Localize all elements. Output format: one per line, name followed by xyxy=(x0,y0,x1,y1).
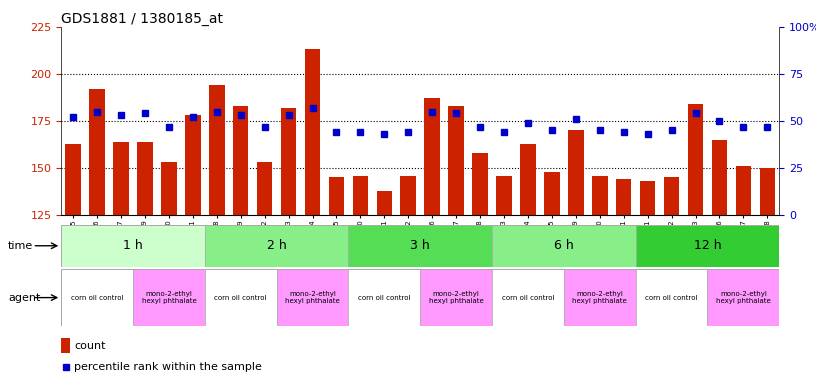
Bar xyxy=(376,190,392,215)
Bar xyxy=(65,144,81,215)
Text: GDS1881 / 1380185_at: GDS1881 / 1380185_at xyxy=(61,12,224,26)
Bar xyxy=(760,168,775,215)
Bar xyxy=(233,106,249,215)
Bar xyxy=(277,269,348,326)
Bar xyxy=(113,142,129,215)
Bar xyxy=(205,225,348,267)
Bar xyxy=(61,225,205,267)
Text: corn oil control: corn oil control xyxy=(71,295,123,301)
Bar xyxy=(472,153,488,215)
Text: count: count xyxy=(74,341,105,351)
Bar xyxy=(281,108,296,215)
Bar xyxy=(735,166,752,215)
Bar xyxy=(663,177,680,215)
Bar xyxy=(353,175,368,215)
Bar xyxy=(636,225,779,267)
Bar xyxy=(137,142,153,215)
Bar xyxy=(420,269,492,326)
Text: 1 h: 1 h xyxy=(123,239,143,252)
Text: mono-2-ethyl
hexyl phthalate: mono-2-ethyl hexyl phthalate xyxy=(572,291,628,304)
Bar xyxy=(348,225,492,267)
Bar xyxy=(636,269,707,326)
Text: 3 h: 3 h xyxy=(410,239,430,252)
Bar xyxy=(133,269,205,326)
Bar xyxy=(564,269,636,326)
Bar xyxy=(185,115,201,215)
Text: 12 h: 12 h xyxy=(694,239,721,252)
Bar xyxy=(329,177,344,215)
Bar xyxy=(688,104,703,215)
Bar xyxy=(712,140,727,215)
Bar xyxy=(89,89,105,215)
Bar xyxy=(401,175,416,215)
Bar xyxy=(492,269,564,326)
Text: corn oil control: corn oil control xyxy=(358,295,410,301)
Text: mono-2-ethyl
hexyl phthalate: mono-2-ethyl hexyl phthalate xyxy=(285,291,340,304)
Bar xyxy=(304,50,321,215)
Text: corn oil control: corn oil control xyxy=(215,295,267,301)
Text: corn oil control: corn oil control xyxy=(502,295,554,301)
Bar xyxy=(257,162,273,215)
Bar xyxy=(61,338,70,353)
Text: mono-2-ethyl
hexyl phthalate: mono-2-ethyl hexyl phthalate xyxy=(716,291,771,304)
Bar xyxy=(640,181,655,215)
Text: agent: agent xyxy=(8,293,41,303)
Bar xyxy=(161,162,177,215)
Bar xyxy=(492,225,636,267)
Bar xyxy=(205,269,277,326)
Bar xyxy=(568,131,583,215)
Bar xyxy=(61,269,133,326)
Bar xyxy=(707,269,779,326)
Bar xyxy=(424,98,440,215)
Bar xyxy=(544,172,560,215)
Bar xyxy=(520,144,536,215)
Text: mono-2-ethyl
hexyl phthalate: mono-2-ethyl hexyl phthalate xyxy=(141,291,197,304)
Bar xyxy=(496,175,512,215)
Bar xyxy=(616,179,632,215)
Text: percentile rank within the sample: percentile rank within the sample xyxy=(74,362,262,372)
Bar xyxy=(448,106,464,215)
Text: corn oil control: corn oil control xyxy=(645,295,698,301)
Bar xyxy=(592,175,608,215)
Text: 6 h: 6 h xyxy=(554,239,574,252)
Text: time: time xyxy=(8,241,33,251)
Bar xyxy=(348,269,420,326)
Text: mono-2-ethyl
hexyl phthalate: mono-2-ethyl hexyl phthalate xyxy=(428,291,484,304)
Text: 2 h: 2 h xyxy=(267,239,286,252)
Bar xyxy=(209,85,224,215)
